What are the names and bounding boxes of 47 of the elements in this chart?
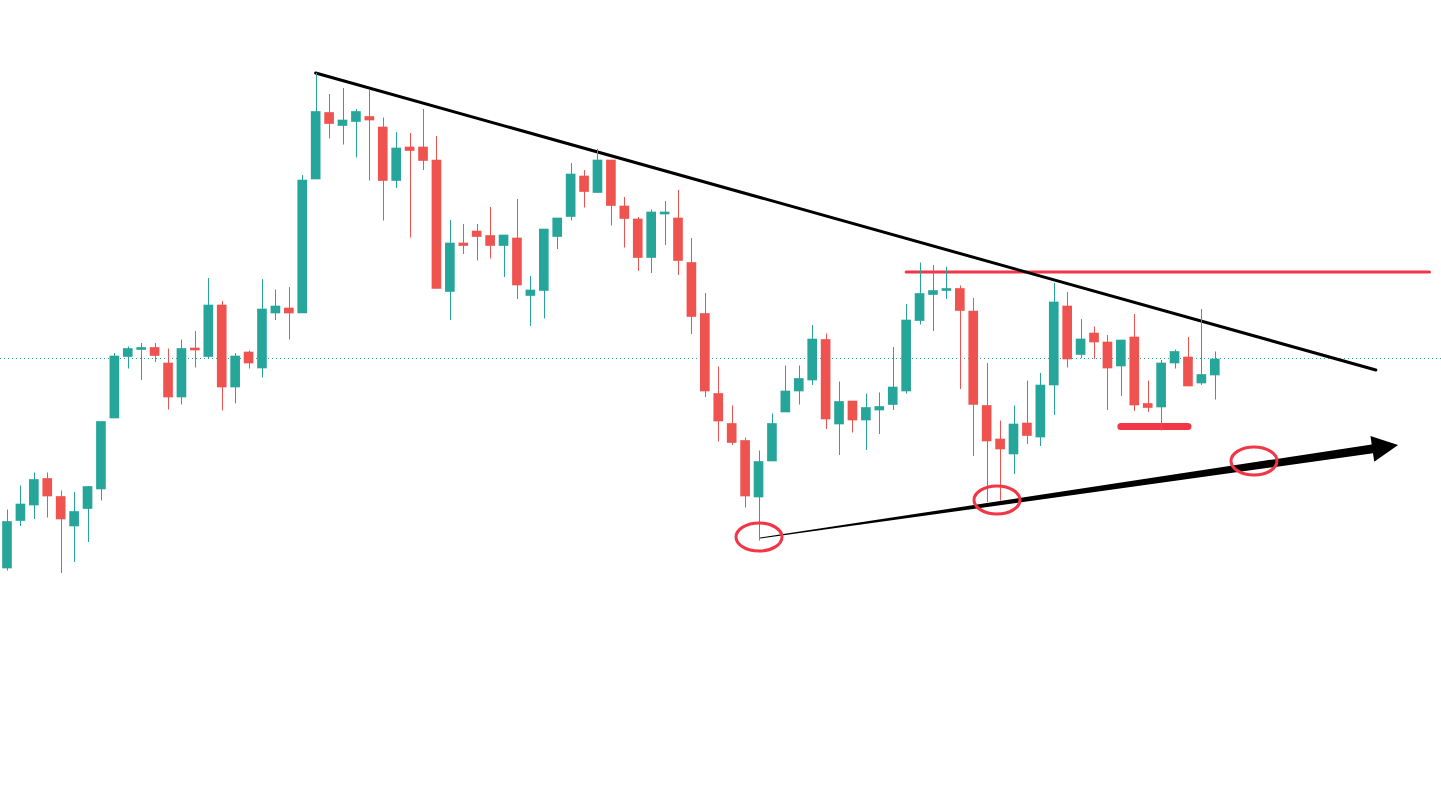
candlestick — [29, 472, 39, 520]
candlestick — [793, 365, 804, 405]
candlestick — [377, 117, 388, 221]
candlestick — [941, 266, 952, 300]
candlestick — [552, 217, 563, 250]
candlestick — [418, 108, 428, 171]
candlestick — [1022, 380, 1032, 445]
candlestick — [351, 108, 361, 158]
candlestick — [1183, 336, 1193, 387]
candlestick — [2, 509, 12, 571]
candlestick — [726, 405, 737, 446]
candlestick — [807, 324, 818, 386]
candlestick — [1156, 359, 1166, 431]
candlestick — [512, 198, 522, 300]
candlestick — [538, 228, 549, 319]
candlestick — [632, 216, 643, 272]
candlestick — [1142, 380, 1153, 413]
candlestick — [69, 491, 79, 563]
candlestick — [579, 169, 589, 208]
candlestick — [834, 381, 844, 456]
candlestick — [1062, 291, 1073, 368]
candlestick — [954, 285, 965, 390]
candlestick — [297, 174, 308, 314]
candlestick — [42, 472, 53, 518]
candlestick — [874, 392, 885, 435]
candlestick — [471, 223, 482, 261]
candlestick — [646, 209, 656, 274]
candlestick — [619, 196, 630, 248]
candlestick — [861, 393, 871, 451]
candlestick — [216, 300, 227, 411]
candlestick — [700, 292, 710, 398]
candlestick — [55, 490, 66, 574]
candlestick — [713, 366, 724, 442]
candlestick — [673, 189, 683, 276]
candlestick — [445, 219, 455, 321]
candlestick — [324, 93, 334, 139]
candlestick — [1129, 313, 1140, 412]
candlestick — [391, 131, 402, 189]
candlestick — [928, 264, 938, 332]
candlestick — [485, 206, 495, 259]
candlestick — [606, 159, 616, 226]
candlestick — [1116, 339, 1126, 397]
candlestick — [163, 348, 173, 410]
candlestick — [96, 421, 106, 501]
candlestick — [767, 413, 777, 462]
candlestick — [968, 297, 979, 457]
candlestick — [740, 437, 750, 508]
